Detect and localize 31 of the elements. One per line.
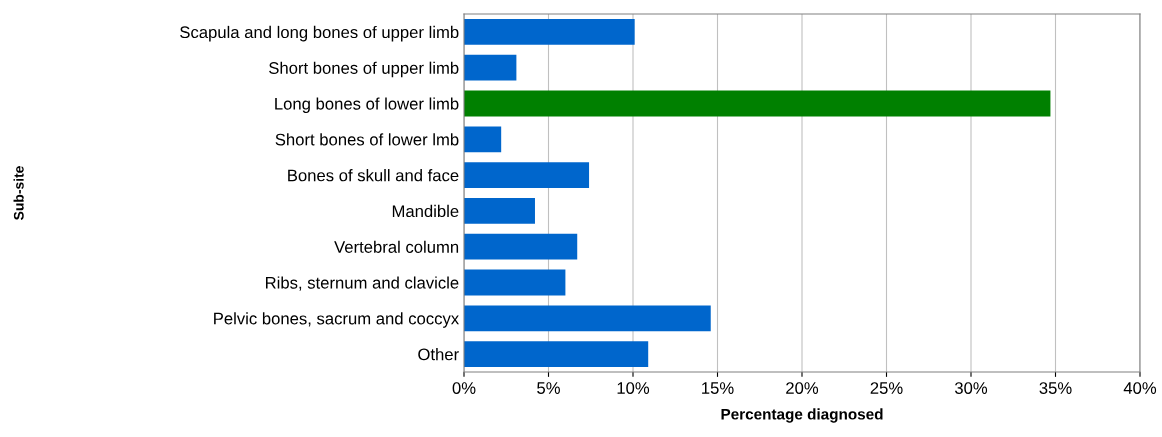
bar xyxy=(464,341,649,367)
y-tick-label: Other xyxy=(418,348,459,361)
x-tick-label: 40% xyxy=(1123,382,1157,394)
x-tick-label: 5% xyxy=(537,382,560,394)
text: Sub-site xyxy=(13,166,24,220)
x-tick-label: 15% xyxy=(702,382,734,394)
bar xyxy=(464,162,590,188)
x-tick-label: 25% xyxy=(870,382,903,394)
bar xyxy=(464,54,517,81)
bar xyxy=(464,126,502,153)
y-tick-label: Vertebral column xyxy=(334,240,459,253)
y-tick-label: Short bones of lower lmb xyxy=(275,133,459,146)
x-tick-label: 35% xyxy=(1039,382,1072,394)
x-axis-title: Percentage diagnosed xyxy=(721,408,883,423)
y-tick-label: Scapula and long bones of upper limb xyxy=(180,25,459,42)
bar xyxy=(464,269,566,296)
y-tick-label: Pelvic bones, sacrum and coccyx xyxy=(214,312,459,328)
y-tick-label: Mandible xyxy=(392,204,459,218)
x-tick-label: 10% xyxy=(617,382,650,394)
bar xyxy=(464,198,535,224)
y-tick-label: Bones of skull and face xyxy=(288,169,459,182)
bar xyxy=(464,305,711,332)
y-tick-label: Ribs, sternum and clavicle xyxy=(265,276,459,291)
x-tick-label: 20% xyxy=(786,382,819,394)
bar xyxy=(464,90,1051,117)
x-tick-label: 0% xyxy=(452,382,476,394)
x-tick-label: 30% xyxy=(954,382,988,394)
y-tick-label: Short bones of upper limb xyxy=(269,61,459,78)
bar xyxy=(464,19,635,45)
bar xyxy=(464,233,578,260)
y-tick-label: Long bones of lower limb xyxy=(275,97,459,113)
